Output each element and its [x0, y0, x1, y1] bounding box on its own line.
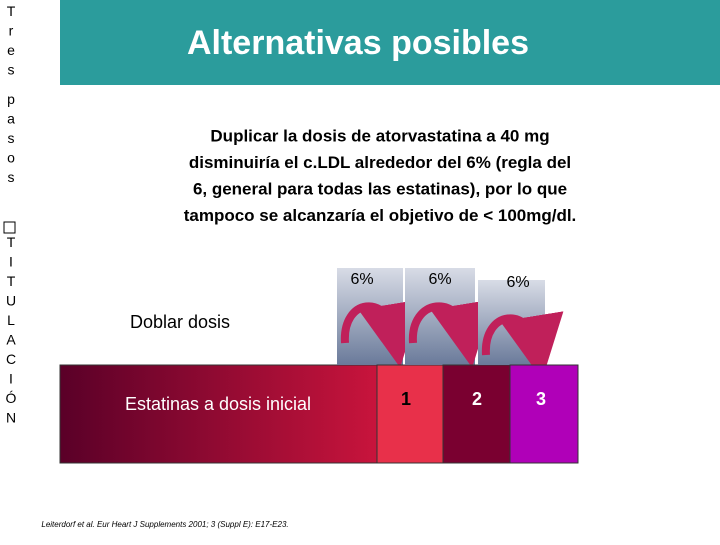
- base-bar: [59, 364, 378, 464]
- body-text: Duplicar la dosis de atorvastatina a 40 …: [184, 126, 577, 225]
- arrow: [481, 311, 564, 380]
- arrow: [340, 299, 422, 368]
- step-percent: 6%: [350, 271, 373, 288]
- bullet-box: [3, 221, 16, 234]
- step-bar: [376, 364, 444, 464]
- arrow: [408, 299, 494, 368]
- step-label: 1: [401, 389, 411, 409]
- step-percent: 6%: [506, 274, 529, 291]
- citation: Leiterdorf et al. Eur Heart J Supplement…: [41, 520, 288, 529]
- body-line: disminuiría el c.LDL alrededor del 6% (r…: [189, 153, 571, 172]
- base-label: Estatinas a dosis inicial: [125, 394, 311, 414]
- step-label: 3: [536, 389, 546, 409]
- header-band: [60, 0, 720, 85]
- step-percent: 6%: [428, 271, 451, 288]
- steps: 6% 1 6% 2 6% 3: [337, 268, 579, 464]
- step-label: 2: [472, 389, 482, 409]
- body-line: Duplicar la dosis de atorvastatina a 40 …: [210, 126, 549, 145]
- body-line: 6, general para todas las estatinas), po…: [193, 179, 567, 198]
- step-bar: [509, 364, 579, 464]
- body-line: tampoco se alcanzaría el objetivo de < 1…: [184, 206, 577, 225]
- title: Alternativas posibles: [187, 24, 529, 62]
- double-label: Doblar dosis: [130, 312, 230, 332]
- step-bar: [442, 364, 511, 464]
